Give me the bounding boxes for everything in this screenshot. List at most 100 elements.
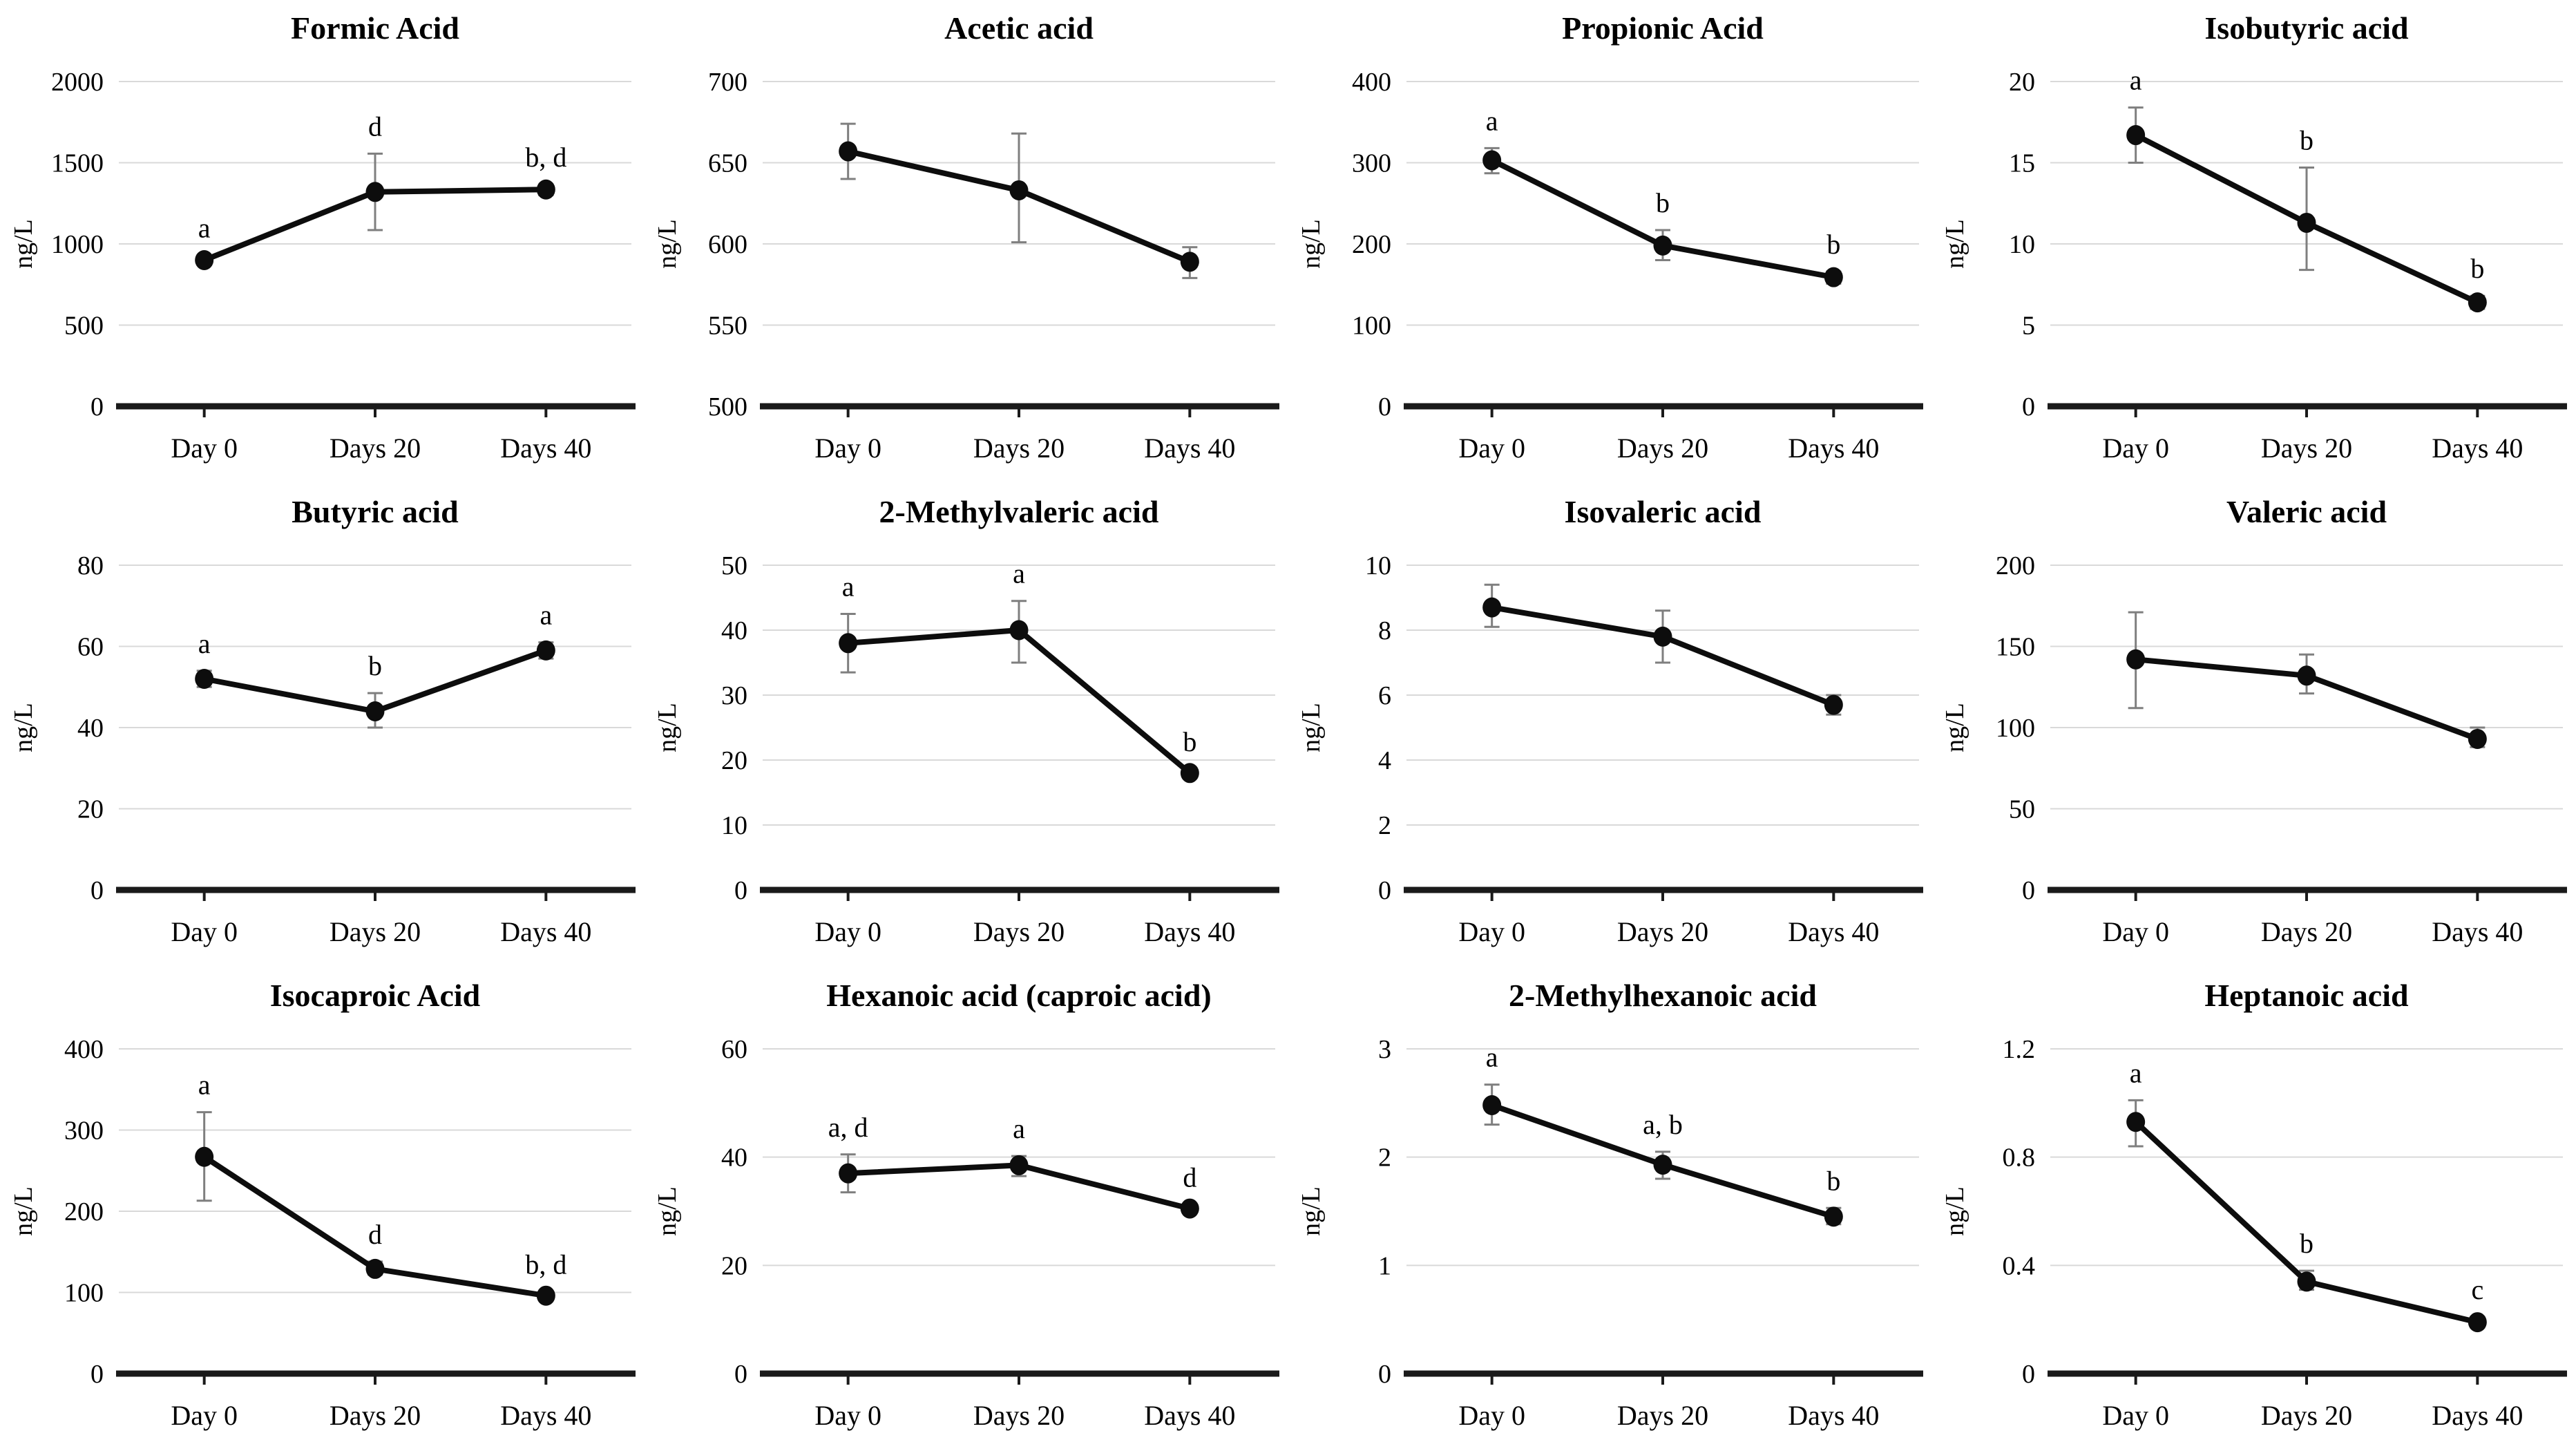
- y-tick-label: 0: [1378, 1360, 1391, 1389]
- data-point: [1482, 597, 1502, 618]
- y-tick-label: 650: [708, 149, 747, 178]
- y-tick-label: 6: [1378, 681, 1391, 710]
- data-point: [839, 633, 858, 654]
- y-tick-label: 0: [2022, 876, 2035, 905]
- chart-title: Formic Acid: [291, 10, 459, 46]
- chart-11: 2-Methylhexanoic acid 0 1 2 3 ng/L a a, b b Day 0…: [1288, 967, 1931, 1451]
- y-tick-label: 4: [1378, 746, 1391, 775]
- data-point: [195, 1146, 214, 1167]
- chart-svg: Isocaproic Acid 0 100 200 300 400 ng/L a d b, d Da…: [9, 978, 636, 1431]
- x-tick-label: Day 0: [2102, 1400, 2169, 1431]
- x-tick-label: Day 0: [171, 433, 238, 464]
- chart-2: Acetic acid 500 550 600 650 700 ng/L Day 0 Days …: [644, 0, 1288, 484]
- y-tick-label: 30: [721, 681, 747, 710]
- data-point: [1653, 626, 1672, 647]
- x-tick-label: Days 40: [1788, 433, 1879, 464]
- data-point: [2468, 292, 2487, 313]
- x-tick-label: Days 20: [2261, 433, 2352, 464]
- y-tick-label: 20: [721, 1251, 747, 1280]
- x-tick-label: Day 0: [814, 1400, 881, 1431]
- chart-svg: Hexanoic acid (caproic acid) 0 20 40 60 ng/L a…: [653, 978, 1279, 1431]
- y-tick-label: 1500: [51, 149, 104, 178]
- y-tick-label: 40: [721, 616, 747, 645]
- significance-letter: d: [368, 111, 382, 142]
- significance-letter: a: [842, 571, 855, 603]
- y-tick-label: 80: [77, 551, 104, 580]
- y-axis-label: ng/L: [653, 219, 682, 269]
- x-tick-label: Days 20: [330, 916, 421, 947]
- data-point: [2126, 649, 2146, 670]
- y-tick-label: 500: [64, 312, 104, 341]
- x-tick-label: Days 20: [973, 1400, 1065, 1431]
- y-axis-label: ng/L: [653, 703, 682, 752]
- x-tick-label: Days 40: [1788, 916, 1879, 947]
- data-point: [1653, 235, 1672, 256]
- x-tick-label: Days 40: [500, 433, 591, 464]
- chart-title: Valeric acid: [2226, 494, 2387, 529]
- x-tick-label: Days 40: [500, 916, 591, 947]
- chart-6: 2-Methylvaleric acid 0 10 20 30 40 50 ng/L a a b Da…: [644, 484, 1288, 967]
- data-point: [1824, 694, 1843, 715]
- chart-10: Hexanoic acid (caproic acid) 0 20 40 60 ng/L a…: [644, 967, 1288, 1451]
- y-tick-label: 200: [1996, 551, 2035, 580]
- y-tick-label: 20: [721, 746, 747, 775]
- y-tick-label: 1: [1378, 1251, 1391, 1280]
- chart-7: Isovaleric acid 0 2 4 6 8 10 ng/L Day 0 Days 20 Da…: [1288, 484, 1931, 967]
- chart-3: Propionic Acid 0 100 200 300 400 ng/L a b b Day 0 D…: [1288, 0, 1931, 484]
- data-point: [1009, 1155, 1029, 1175]
- significance-letter: b: [1826, 229, 1840, 260]
- y-tick-label: 40: [77, 714, 104, 743]
- y-axis-label: ng/L: [9, 1186, 38, 1236]
- y-tick-label: 0: [90, 1360, 104, 1389]
- data-point: [2126, 125, 2146, 146]
- significance-letter: a: [1013, 558, 1025, 589]
- x-tick-label: Day 0: [1458, 1400, 1525, 1431]
- chart-title: Isobutyric acid: [2204, 10, 2409, 46]
- y-tick-label: 3: [1378, 1035, 1391, 1064]
- chart-title: Isovaleric acid: [1565, 494, 1762, 529]
- significance-letter: a, b: [1643, 1109, 1683, 1140]
- y-tick-label: 0.8: [2003, 1144, 2036, 1173]
- y-axis-label: ng/L: [9, 703, 38, 752]
- significance-letter: a: [198, 628, 211, 659]
- significance-letter: a: [2130, 65, 2142, 96]
- y-tick-label: 60: [721, 1035, 747, 1064]
- y-tick-label: 20: [77, 795, 104, 824]
- y-tick-label: 300: [1352, 149, 1391, 178]
- data-point: [1482, 150, 1502, 171]
- significance-letter: b: [1183, 726, 1196, 757]
- y-tick-label: 1.2: [2003, 1035, 2036, 1064]
- y-tick-label: 2: [1378, 811, 1391, 840]
- x-tick-label: Days 40: [2432, 433, 2523, 464]
- y-tick-label: 2000: [51, 68, 104, 97]
- y-tick-label: 15: [2009, 149, 2035, 178]
- significance-letter: a: [198, 1070, 211, 1101]
- x-tick-label: Days 40: [2432, 916, 2523, 947]
- data-point: [1180, 1198, 1199, 1219]
- chart-title: Propionic Acid: [1562, 10, 1764, 46]
- significance-letter: d: [368, 1219, 382, 1250]
- significance-letter: a: [1486, 105, 1498, 136]
- y-tick-label: 100: [1996, 714, 2035, 743]
- y-tick-label: 0: [2022, 1360, 2035, 1389]
- data-point: [839, 1163, 858, 1184]
- y-tick-label: 0: [734, 876, 747, 905]
- y-tick-label: 20: [2009, 68, 2035, 97]
- significance-letter: b: [2300, 1228, 2313, 1259]
- x-tick-label: Day 0: [2102, 916, 2169, 947]
- chart-svg: Valeric acid 0 50 100 150 200 ng/L Day 0 Days 20…: [1940, 494, 2567, 947]
- data-point: [536, 179, 555, 200]
- chart-5: Butyric acid 0 20 40 60 80 ng/L a b a Day 0 Days 20…: [0, 484, 644, 967]
- chart-4: Isobutyric acid 0 5 10 15 20 ng/L a b b Day 0 Days …: [1931, 0, 2575, 484]
- chart-8: Valeric acid 0 50 100 150 200 ng/L Day 0 Days 20…: [1931, 484, 2575, 967]
- data-point: [839, 141, 858, 162]
- x-tick-label: Days 40: [1788, 1400, 1879, 1431]
- significance-letter: c: [2471, 1274, 2483, 1305]
- chart-12: Heptanoic acid 0 0.4 0.8 1.2 ng/L a b c Day 0 Days…: [1931, 967, 2575, 1451]
- data-point: [1824, 1206, 1843, 1227]
- y-tick-label: 10: [2009, 230, 2035, 259]
- x-tick-label: Days 40: [1144, 433, 1235, 464]
- data-point: [2297, 1271, 2316, 1292]
- y-axis-label: ng/L: [1940, 703, 1969, 752]
- data-point: [2126, 1112, 2146, 1132]
